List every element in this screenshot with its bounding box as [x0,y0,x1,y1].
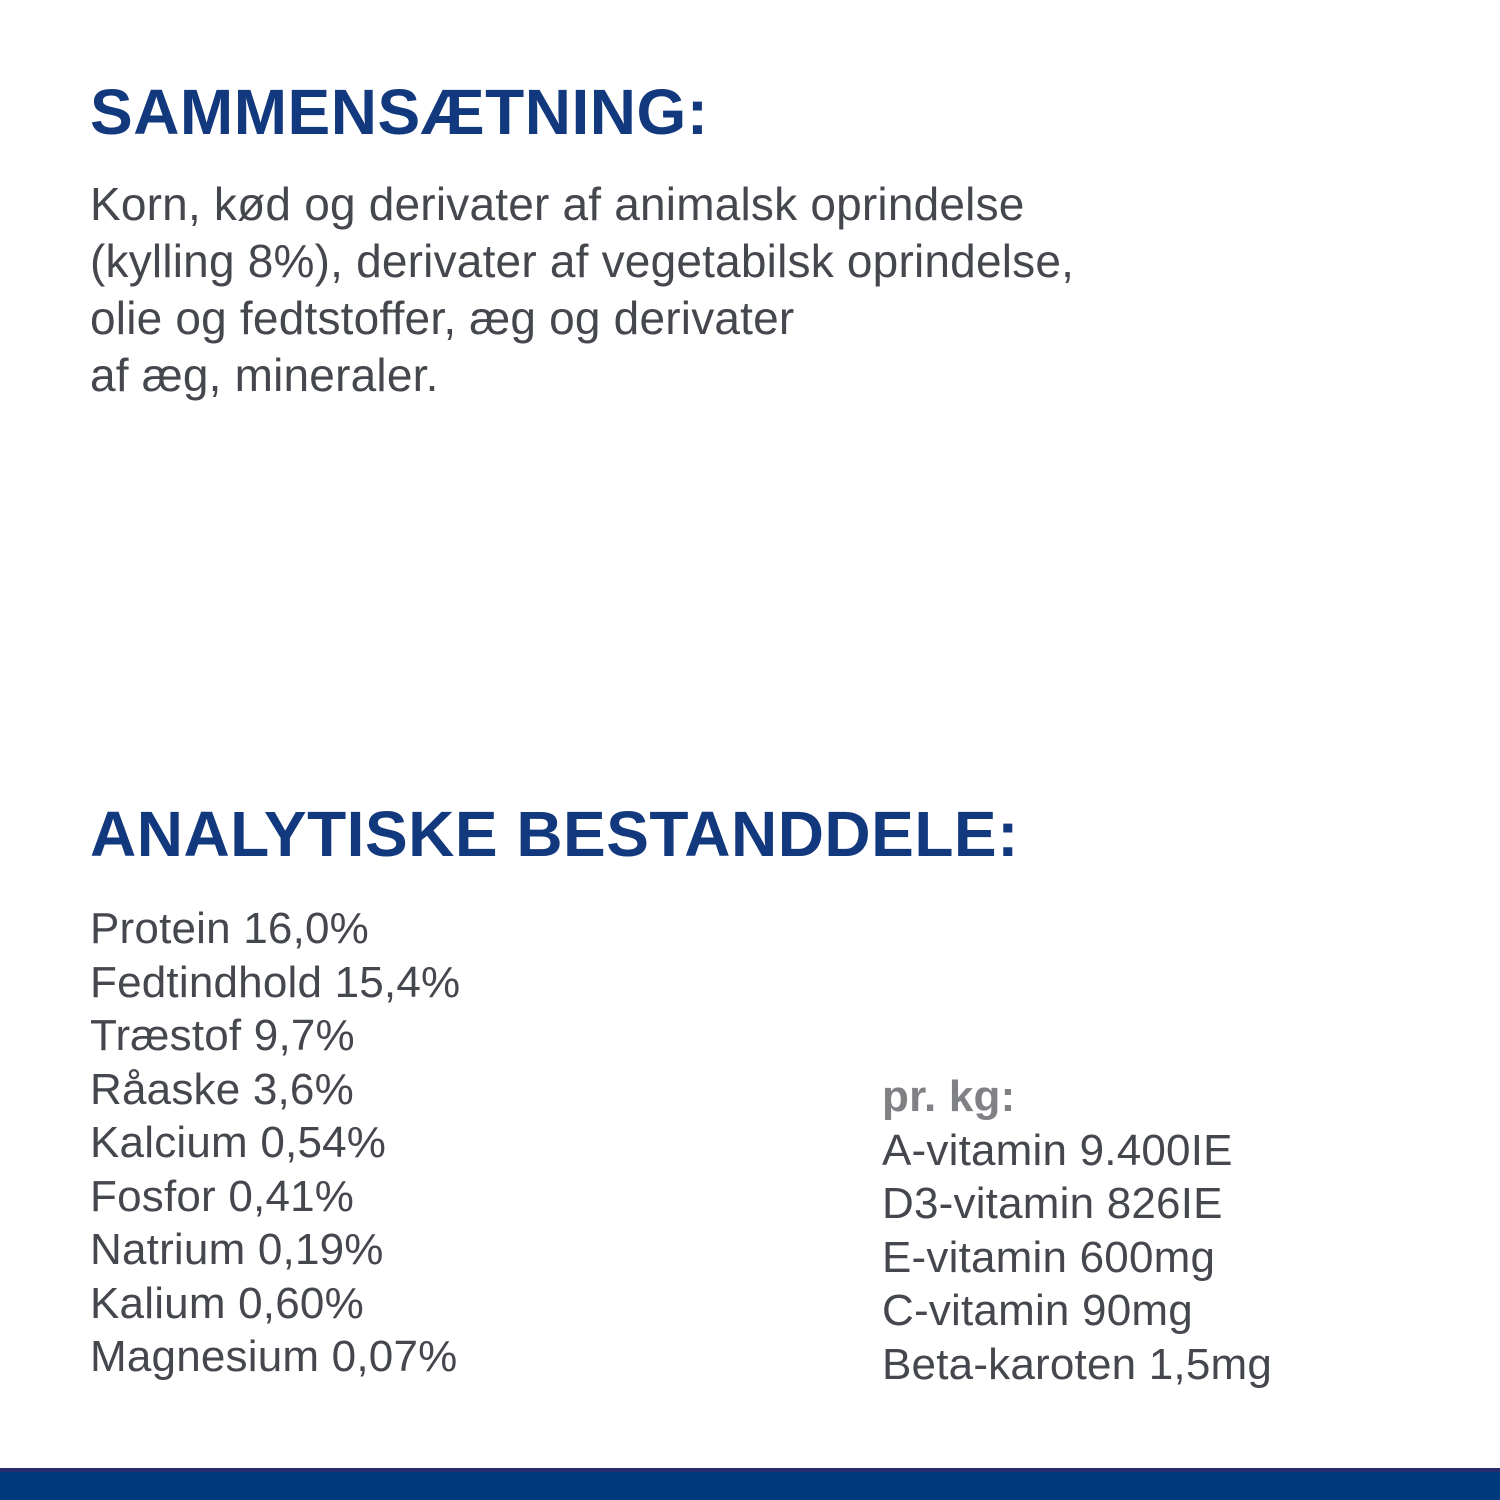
nutrient-value: 0,19% [257,1225,384,1274]
nutrient-value: 15,4% [334,957,461,1007]
analytical-item: Protein 16,0% [90,902,460,956]
composition-line: olie og fedtstoffer, æg og derivater [90,292,795,344]
analytical-item: Magnesium 0,07% [90,1330,460,1384]
composition-heading: SAMMENSÆTNING: [90,76,709,148]
composition-text: Korn, kød og derivater af animalsk oprin… [90,176,1074,404]
nutrient-name: Kalcium [90,1118,248,1167]
composition-line: Korn, kød og derivater af animalsk oprin… [90,178,1025,230]
vitamin-item: A-vitamin 9.400IE [882,1124,1272,1178]
analytical-item: Natrium 0,19% [90,1223,460,1277]
analytical-item: Kalium 0,60% [90,1277,460,1331]
vitamin-value: 90mg [1082,1286,1193,1335]
vitamin-item: E-vitamin 600mg [882,1231,1272,1285]
nutrient-name: Fedtindhold [90,957,323,1007]
analytical-list: Protein 16,0% Fedtindhold 15,4% Træstof … [90,902,460,1384]
nutrient-name: Protein [90,904,231,953]
vitamin-value: 1,5mg [1148,1339,1273,1389]
analytical-item: Fedtindhold 15,4% [90,956,460,1010]
nutrient-name: Træstof [90,1011,242,1060]
nutrient-value: 0,41% [228,1171,355,1221]
analytical-heading: ANALYTISKE BESTANDDELE: [90,798,1019,870]
vitamin-value: 826IE [1106,1179,1223,1228]
bottom-bar [0,1468,1500,1500]
per-kg-label: pr. kg: [882,1072,1016,1121]
vitamin-name: D3-vitamin [882,1179,1095,1228]
nutrient-value: 9,7% [253,1011,355,1060]
vitamin-item: D3-vitamin 826IE [882,1177,1272,1231]
nutrient-name: Kalium [90,1278,226,1328]
nutrient-value: 0,07% [331,1332,458,1381]
nutrient-name: Natrium [90,1225,246,1274]
per-kg-column: pr. kg: A-vitamin 9.400IE D3-vitamin 826… [882,1070,1272,1391]
vitamin-name: C-vitamin [882,1286,1070,1335]
nutrient-name: Råaske [90,1064,241,1114]
vitamin-list: A-vitamin 9.400IE D3-vitamin 826IE E-vit… [882,1124,1272,1392]
nutrient-value: 16,0% [243,904,370,953]
nutrient-name: Fosfor [90,1171,216,1221]
composition-line: af æg, mineraler. [90,349,439,401]
vitamin-item: C-vitamin 90mg [882,1284,1272,1338]
nutrient-value: 0,54% [260,1118,387,1167]
vitamin-value: 9.400IE [1079,1125,1233,1175]
nutrient-value: 3,6% [252,1064,354,1114]
vitamin-name: Beta-karoten [882,1339,1137,1389]
vitamin-name: A-vitamin [882,1125,1068,1175]
composition-line: (kylling 8%), derivater af vegetabilsk o… [90,235,1075,287]
vitamin-name: E-vitamin [882,1232,1068,1282]
vitamin-value: 600mg [1079,1232,1216,1282]
vitamin-item: Beta-karoten 1,5mg [882,1338,1272,1392]
analytical-item: Råaske 3,6% [90,1063,460,1117]
nutrient-name: Magnesium [90,1332,320,1381]
analytical-item: Kalcium 0,54% [90,1116,460,1170]
analytical-item: Træstof 9,7% [90,1009,460,1063]
analytical-item: Fosfor 0,41% [90,1170,460,1224]
nutrient-value: 0,60% [238,1278,364,1328]
